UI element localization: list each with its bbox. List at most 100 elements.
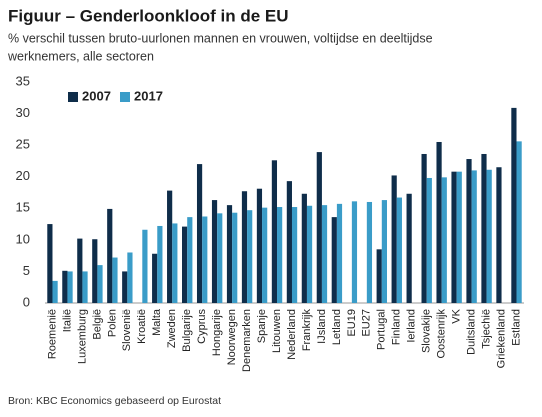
x-tick-label: Estland: [510, 309, 522, 346]
bar: [321, 205, 328, 303]
bar: [336, 203, 343, 303]
legend-label: 2017: [134, 88, 163, 103]
subtitle: % verschil tussen bruto-uurlonen mannen …: [8, 31, 433, 45]
bar: [202, 216, 208, 303]
bar: [277, 207, 283, 303]
y-tick-label: 20: [16, 168, 30, 183]
bar: [301, 193, 307, 303]
bar: [486, 169, 492, 303]
bar: [196, 164, 203, 303]
bar: [436, 141, 442, 303]
bar: [167, 190, 173, 303]
bar: [92, 239, 98, 303]
x-tick-label: België: [91, 309, 103, 340]
bar: [112, 257, 118, 303]
x-tick-label: Spanje: [256, 309, 268, 343]
bar: [471, 170, 477, 303]
bar: [441, 177, 447, 303]
y-tick-label: 15: [16, 200, 30, 215]
bar: [62, 270, 68, 303]
bar: [451, 171, 457, 303]
legend-label: 2007: [82, 88, 111, 103]
bar: [52, 280, 58, 303]
x-tick-label: Cyprus: [196, 309, 208, 344]
bar: [226, 205, 233, 303]
bar: [67, 271, 73, 303]
x-tick-label: Malta: [151, 308, 163, 336]
bar: [421, 153, 427, 303]
bar: [247, 210, 253, 303]
x-tick-label: Finland: [391, 309, 403, 345]
x-tick-label: Litouwen: [271, 309, 283, 353]
x-tick-label: Ierland: [406, 309, 418, 343]
x-tick-label: Kroatië: [136, 309, 148, 344]
bar: [172, 223, 178, 303]
bar: [366, 201, 373, 303]
source: Bron: KBC Economics gebaseerd op Eurosta…: [8, 395, 221, 407]
bar: [217, 213, 223, 303]
x-tick-label: Polen: [106, 309, 118, 337]
x-tick-label: Letland: [331, 309, 343, 345]
bar: [122, 271, 128, 303]
bar: [331, 217, 337, 303]
x-tick-label: EU19: [346, 309, 358, 337]
bar: [426, 177, 432, 303]
y-tick-label: 10: [16, 231, 30, 246]
x-tick-label: EU27: [361, 309, 373, 337]
x-tick-label: Denemarken: [241, 309, 253, 372]
bar: [496, 167, 502, 303]
bar: [152, 253, 158, 303]
bar: [396, 197, 402, 303]
x-tick-label: Bulgarije: [181, 309, 193, 352]
x-tick-label: Griekenland: [495, 309, 507, 368]
x-tick-label: Tsjechië: [480, 309, 492, 349]
x-tick-label: Italië: [61, 309, 73, 332]
bar: [316, 152, 322, 303]
subtitle: werknemers, alle sectoren: [7, 49, 154, 63]
bar: [211, 200, 218, 303]
bar: [391, 175, 397, 303]
x-tick-label: Zweden: [166, 309, 178, 348]
chart-title: Figuur – Genderloonkloof in de EU: [8, 6, 289, 25]
x-tick-label: IJsland: [316, 309, 328, 344]
legend-swatch: [68, 92, 78, 102]
bar: [376, 249, 382, 303]
x-tick-label: Frankrijk: [301, 309, 313, 352]
bar: [481, 153, 487, 303]
y-tick-label: 30: [16, 105, 30, 120]
bar: [306, 205, 313, 303]
bar: [291, 207, 298, 303]
x-tick-label: Duitsland: [466, 309, 478, 355]
bar: [286, 181, 292, 303]
bar: [107, 208, 113, 303]
x-tick-label: VK: [451, 308, 463, 323]
bar: [256, 188, 263, 303]
bar: [262, 207, 268, 303]
x-tick-label: Portugal: [376, 309, 388, 350]
x-tick-label: Slovenië: [121, 309, 133, 351]
bar: [511, 107, 517, 303]
bar: [351, 201, 358, 303]
bar: [381, 200, 387, 303]
bar: [241, 191, 248, 303]
bar: [271, 160, 278, 303]
x-tick-label: Nederland: [286, 309, 298, 360]
bar: [142, 229, 148, 303]
bar: [77, 238, 83, 303]
bar: [182, 226, 188, 303]
bar: [47, 224, 53, 303]
bar: [406, 193, 412, 303]
y-tick-label: 25: [16, 137, 30, 152]
x-tick-label: Luxemburg: [76, 309, 88, 364]
bar: [97, 265, 103, 303]
bar: [157, 225, 163, 303]
x-tick-label: Hongarije: [211, 309, 223, 356]
x-tick-label: Roemenië: [46, 309, 58, 359]
legend-swatch: [120, 92, 130, 102]
bar: [516, 141, 522, 303]
x-tick-label: Oostenrijk: [436, 309, 448, 359]
x-tick-label: Noorwegen: [226, 309, 238, 365]
bar: [187, 217, 193, 303]
